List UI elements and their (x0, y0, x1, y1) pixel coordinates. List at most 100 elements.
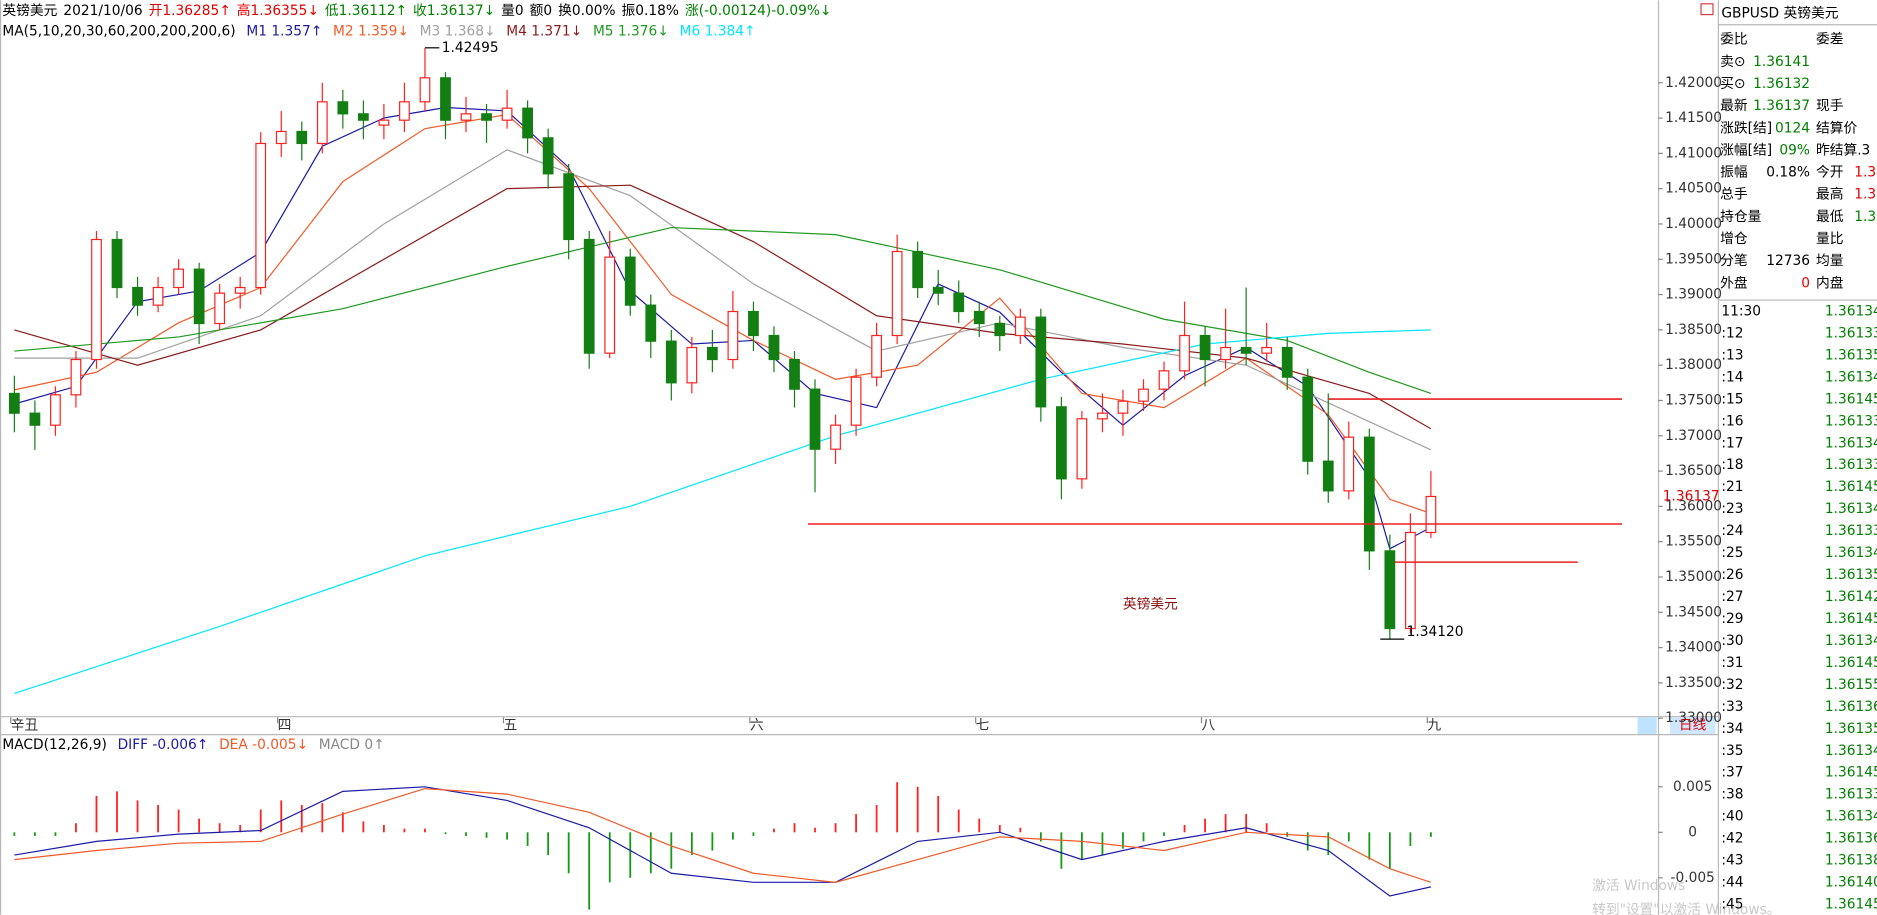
candle-body (830, 424, 841, 450)
period-button-bg[interactable] (1669, 717, 1716, 735)
candle-body (29, 412, 41, 426)
quote-value: 1.36141 (1753, 54, 1810, 70)
tick-time: :23 (1721, 501, 1743, 517)
macd-line (14, 788, 1432, 883)
legend-entry: DEA -0.005↓ (219, 737, 308, 753)
tick-time: :16 (1721, 413, 1743, 429)
quote-value: 1.3 (1854, 209, 1876, 225)
candle-body (871, 334, 882, 378)
quote-label: 总手 (1720, 187, 1748, 203)
candle-body (542, 137, 554, 175)
tick-time: :42 (1721, 831, 1743, 847)
y-tick-label: 1.37000 (1665, 428, 1722, 444)
y-tick-label: 1.33000 (1665, 710, 1722, 726)
candle-body (522, 107, 533, 139)
tick-time: :27 (1721, 589, 1743, 605)
y-tick-label: 1.35500 (1665, 534, 1722, 550)
tick-time: :34 (1721, 721, 1743, 737)
candle-body (8, 392, 20, 414)
header-item: 换0.00% (558, 2, 615, 19)
tick-time: :31 (1721, 655, 1743, 671)
candle-body (994, 322, 1006, 337)
tick-time: :44 (1721, 875, 1743, 891)
candle-body (665, 340, 677, 384)
legend-entry: M5 1.376↓ (593, 23, 669, 39)
ma-line (14, 226, 1432, 395)
quote-label: 分笔 (1720, 253, 1748, 269)
tick-price: 1.36133 (1825, 413, 1877, 429)
tick-price: 1.36145 (1825, 391, 1877, 407)
quote-label: 最低 (1816, 209, 1844, 225)
tick-time: :45 (1721, 897, 1743, 913)
quote-value: 0124 (1775, 120, 1810, 136)
tick-time: :30 (1721, 633, 1743, 649)
candle-body (953, 292, 965, 313)
tick-price: 1.36145 (1825, 765, 1877, 781)
tick-time: :12 (1721, 325, 1743, 341)
header-item: 英镑美元 (2, 2, 57, 19)
candle-body (1158, 370, 1170, 390)
quote-value: 0.18% (1766, 165, 1810, 181)
candle-body (234, 286, 246, 294)
candle-body (501, 107, 513, 121)
quote-label: 量比 (1816, 231, 1844, 247)
tick-time: :40 (1721, 809, 1743, 825)
y-tick-label: 1.38500 (1665, 322, 1722, 338)
candle-body (1261, 346, 1273, 354)
ma-legend: MA(5,10,20,30,60,200,200,200,6) M1 1.357↑… (2, 23, 755, 39)
quote-value: 1.36137 (1753, 98, 1810, 114)
tick-price: 1.36145 (1825, 655, 1877, 671)
tick-price: 1.36135 (1825, 721, 1877, 737)
tick-price: 1.36134 (1825, 545, 1877, 561)
scroll-box[interactable] (1637, 717, 1657, 735)
candle-body (583, 238, 595, 354)
candle-body (1055, 406, 1067, 480)
candle-body (1199, 334, 1211, 361)
tick-time: :13 (1721, 347, 1743, 363)
tick-time: :37 (1721, 765, 1743, 781)
period-button[interactable]: 日线 (1679, 718, 1707, 734)
window-icon[interactable] (1700, 3, 1714, 16)
tick-time: :21 (1721, 479, 1743, 495)
x-tick-label: 辛丑 (11, 718, 39, 734)
candle-body (1363, 436, 1375, 552)
quote-value: 0 (1801, 275, 1810, 291)
candle-body (1076, 418, 1088, 480)
quote-label: 买⊙ (1720, 76, 1745, 92)
tick-time: :35 (1721, 743, 1743, 759)
header-item: 额0 (530, 3, 553, 19)
tick-price: 1.36136 (1825, 831, 1877, 847)
header-item: 开1.36285↑ (149, 3, 231, 19)
y-tick-label: 1.34000 (1665, 640, 1722, 656)
candle-body (1384, 550, 1396, 630)
tick-time: :17 (1721, 435, 1743, 451)
macd-legend: MACD(12,26,9) DIFF -0.006↑ DEA -0.005↓ MACD… (2, 737, 384, 753)
candle-body (316, 101, 328, 145)
candle-body (1404, 531, 1416, 630)
y-tick-label: 1.40000 (1665, 216, 1722, 232)
y-tick-label: 1.40500 (1665, 181, 1722, 197)
quote-label: 卖⊙ (1720, 54, 1745, 70)
candle-body (399, 101, 410, 121)
candle-body (193, 268, 205, 325)
candle-body (768, 334, 780, 361)
y-tick-label: 1.36500 (1665, 463, 1722, 479)
tick-time: :29 (1721, 611, 1743, 627)
quote-label: 昨结算.3 (1816, 142, 1870, 158)
candle-body (809, 388, 821, 450)
macd-title: MACD(12,26,9) (2, 737, 106, 753)
quote-value: 12736 (1766, 253, 1810, 269)
candle-body (973, 310, 985, 325)
candle-body (1035, 316, 1047, 408)
tick-price: 1.36134 (1825, 809, 1877, 825)
tick-time: :38 (1721, 787, 1743, 803)
y-tick-label: 1.38000 (1665, 357, 1722, 373)
tick-time: :14 (1721, 369, 1743, 385)
tick-price: 1.36134 (1825, 501, 1877, 517)
y-tick-label: 1.41000 (1665, 145, 1722, 161)
tick-time: :24 (1721, 523, 1743, 539)
tick-time: :15 (1721, 391, 1743, 407)
candle-body (173, 268, 184, 289)
candle-body (1117, 400, 1129, 414)
